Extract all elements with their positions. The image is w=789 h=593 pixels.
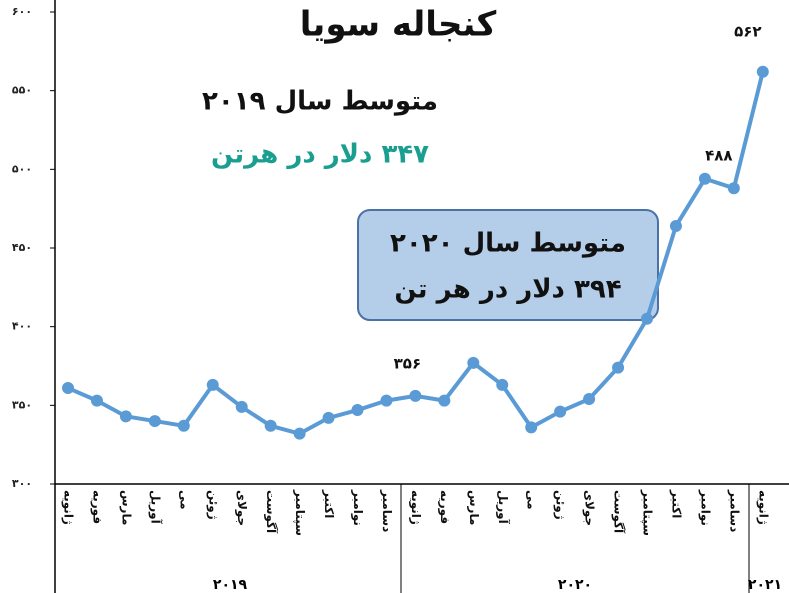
marker (177, 419, 190, 432)
x-tick-label: ژانویه (408, 490, 423, 525)
x-tick-label: ژوئن (553, 490, 568, 520)
marker (554, 405, 567, 418)
y-tick-label: ۵۵۰ (12, 84, 32, 97)
annotation: ۳۴۷ دلار در هرتن (211, 140, 429, 170)
marker (698, 172, 711, 185)
chart-title: کنجاله سویا (300, 5, 497, 45)
marker (235, 400, 248, 413)
marker (264, 419, 277, 432)
x-tick-label: ژانویه (61, 490, 76, 525)
x-tick-label: اکتبر (322, 489, 336, 518)
marker (583, 393, 596, 406)
marker (206, 378, 219, 391)
marker (727, 182, 740, 195)
x-tick-label: جولای (234, 490, 249, 526)
year-label: ۲۰۱۹ (213, 577, 248, 593)
x-tick-label: دسامبر (727, 489, 741, 532)
value-label: ۵۶۲ (734, 22, 761, 40)
marker (119, 410, 132, 423)
x-tick-label: دسامبر (380, 489, 394, 532)
year-label: ۲۰۲۱ (748, 577, 782, 593)
y-tick-label: ۶۰۰ (12, 5, 32, 18)
annotation: متوسط سال ۲۰۲۰ (390, 229, 626, 259)
x-tick-label: نوامبر (350, 489, 365, 526)
marker (62, 382, 74, 395)
x-tick-label: آگوست (263, 490, 279, 534)
marker (322, 411, 335, 424)
marker (641, 312, 653, 325)
y-tick-label: ۳۰۰ (12, 477, 32, 490)
annotation-box (357, 209, 659, 321)
x-tick-label: فوریه (437, 490, 452, 524)
y-tick-label: ۵۰۰ (12, 162, 32, 175)
x-tick-label: آگوست (611, 490, 627, 534)
y-tick-label: ۴۵۰ (12, 241, 32, 254)
x-tick-label: آوریل (495, 490, 511, 525)
marker (90, 394, 103, 407)
marker (148, 415, 161, 428)
value-label: ۳۵۶ (394, 354, 421, 372)
y-tick-label: ۴۰۰ (12, 320, 32, 333)
marker (293, 427, 306, 440)
x-tick-label: مارس (467, 490, 481, 525)
x-tick-label: سپتامبر (293, 489, 307, 536)
x-tick-label: ژانویه (755, 490, 770, 525)
marker (496, 378, 509, 391)
x-tick-label: مارس (119, 490, 133, 525)
marker (467, 356, 480, 369)
x-tick-label: می (525, 490, 539, 510)
marker (438, 394, 451, 407)
x-tick-label: فوریه (89, 490, 104, 524)
annotation: متوسط سال ۲۰۱۹ (202, 87, 438, 117)
x-tick-label: نوامبر (697, 489, 712, 526)
marker (380, 394, 393, 407)
x-tick-label: آوریل (147, 490, 163, 525)
y-tick-label: ۳۵۰ (12, 398, 32, 411)
marker (525, 421, 538, 434)
x-tick-label: ژوئن (205, 490, 220, 520)
x-tick-label: سپتامبر (641, 489, 655, 536)
marker (756, 65, 769, 78)
marker (669, 219, 682, 232)
value-label: ۴۸۸ (705, 147, 732, 165)
x-tick-label: می (177, 490, 191, 510)
marker (351, 404, 364, 417)
x-tick-label: اکتبر (669, 489, 683, 518)
year-label: ۲۰۲۰ (558, 577, 592, 593)
annotation: ۳۹۴ دلار در هر تن (394, 275, 621, 305)
marker (409, 389, 422, 402)
x-tick-label: جولای (582, 490, 597, 526)
marker (612, 361, 625, 374)
